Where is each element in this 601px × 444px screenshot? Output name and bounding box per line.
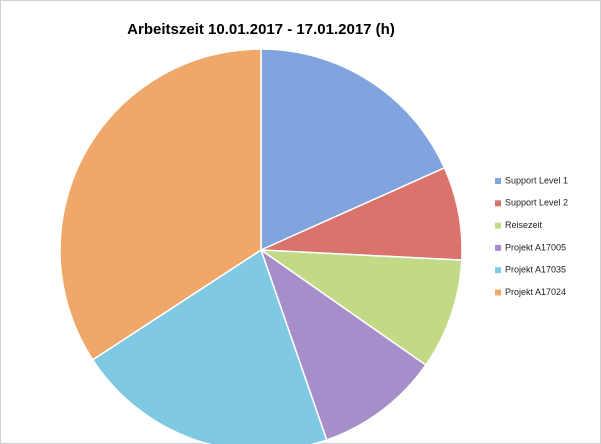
legend-label: Projekt A17005 [505, 242, 566, 252]
legend-swatch [495, 267, 501, 274]
legend-swatch [495, 178, 501, 184]
legend-label: Projekt A17035 [505, 265, 566, 275]
legend-swatch [495, 289, 501, 296]
legend-swatch [495, 244, 501, 251]
pie-slice [91, 248, 328, 444]
legend-label: Support Level 1 [505, 175, 568, 185]
legend: Support Level 1 Support Level 2 Reisezeit P… [495, 175, 568, 297]
legend-swatch [495, 222, 501, 229]
legend-swatch [495, 200, 501, 207]
pie-slice [258, 249, 463, 367]
pie-slice [260, 166, 463, 261]
legend-label: Support Level 2 [505, 198, 568, 208]
chart-title: Arbeitszeit 10.01.2017 - 17.01.2017 (h) [127, 21, 395, 38]
legend-label: Projekt A17024 [505, 287, 566, 297]
pie [59, 48, 463, 444]
pie-slice [59, 48, 262, 361]
pie-slice [259, 248, 427, 441]
legend-label: Reisezeit [505, 220, 543, 230]
pie-slice [260, 48, 446, 252]
